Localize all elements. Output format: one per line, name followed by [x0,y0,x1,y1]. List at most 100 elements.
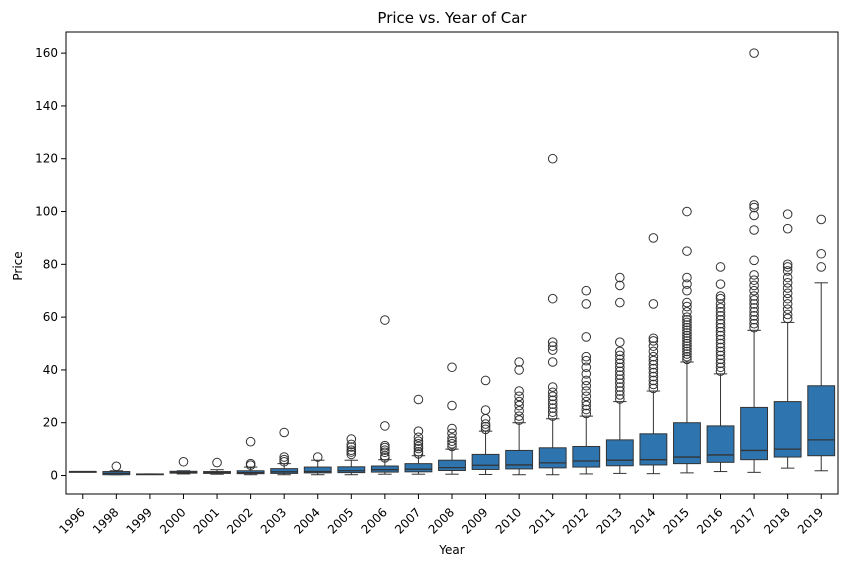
outlier-point [447,428,457,439]
x-tick-label: 2013 [593,505,624,536]
outlier-point [514,400,524,411]
outlier-point [749,275,759,285]
outlier-point [648,359,659,370]
outlier-point [514,391,524,402]
x-tick-label: 1996 [56,505,87,536]
outlier-point [581,391,592,402]
outlier-point [346,439,357,450]
chart-title: Price vs. Year of Car [377,9,527,27]
outlier-point [682,354,692,365]
outlier-point [816,262,827,272]
outlier-point [514,357,524,367]
outlier-point [682,336,692,346]
outlier-point [682,341,692,351]
y-axis-label: Price [11,251,25,280]
outlier-point [615,272,625,283]
outlier-point [682,330,692,341]
outlier-point [648,333,659,344]
outlier-point [380,440,390,451]
outlier-point [749,311,759,321]
outlier-point [212,457,222,468]
outlier-point [279,452,289,462]
outlier-point [480,421,491,432]
outlier-point [615,374,625,384]
outlier-point [346,449,357,460]
outlier-point [782,304,793,315]
outlier-point [648,375,659,386]
outlier-point [615,337,625,348]
outlier-point [749,270,759,280]
outlier-point [715,362,726,373]
outlier-point [782,266,793,276]
outlier-point [615,382,625,392]
outlier-point [581,332,592,342]
outlier-point [615,362,625,373]
y-tick-label: 20 [43,416,58,430]
outlier-point [547,411,558,421]
outlier-point [581,375,592,386]
outlier-point [749,255,759,266]
y-tick-label: 120 [35,152,58,166]
outlier-point [782,223,793,234]
box-2003 [270,468,299,474]
outlier-point [682,338,692,349]
outlier-point [581,299,592,309]
x-tick-label: 2005 [325,505,356,536]
outlier-point [514,411,524,421]
y-tick-label: 80 [43,257,58,271]
outlier-point [447,362,457,373]
outlier-point [682,344,692,354]
outlier-point [715,299,726,309]
outlier-point [581,355,592,366]
outlier-point [715,342,726,353]
outlier-point [346,434,357,444]
x-tick-label: 2016 [694,505,725,536]
outlier-point [648,355,659,366]
outlier-point [547,382,558,392]
outlier-point [782,209,793,219]
outlier-point [749,202,759,213]
y-tick-label: 60 [43,310,58,324]
outlier-point [749,210,759,221]
outlier-point [648,346,659,357]
outlier-point [615,358,625,369]
outlier-point [581,386,592,396]
outlier-point [715,326,726,337]
box-2008 [438,459,466,472]
outlier-point [615,390,625,400]
x-tick-label: 2006 [358,505,389,536]
outlier-point [782,313,793,324]
outlier-point [682,320,692,330]
outlier-point [715,314,726,325]
outlier-point [346,442,357,452]
outlier-point [682,301,692,312]
outlier-point [715,366,726,377]
box-2006 [370,465,399,473]
box-2005 [337,466,366,474]
outlier-point [648,336,659,346]
outlier-point [581,408,592,419]
outlier-point [648,299,659,309]
outlier-point [279,427,289,438]
x-tick-label: 2002 [224,505,255,536]
outlier-point [178,456,189,467]
outlier-point [547,153,558,164]
outlier-point [514,386,524,396]
outlier-point [715,303,726,313]
outlier-point [749,314,759,325]
outlier-point [715,318,726,329]
outlier-point [380,315,390,325]
x-tick-label: 2007 [392,505,423,536]
outlier-point [682,314,692,325]
box-2013 [605,439,634,467]
outlier-point [547,395,558,406]
box-2010 [505,449,534,470]
outlier-point [514,406,524,416]
outlier-point [682,279,692,289]
outlier-point [682,328,692,338]
outlier-point [279,454,289,465]
outlier-point [715,346,726,357]
outlier-point [581,351,592,362]
outlier-point [413,426,424,436]
